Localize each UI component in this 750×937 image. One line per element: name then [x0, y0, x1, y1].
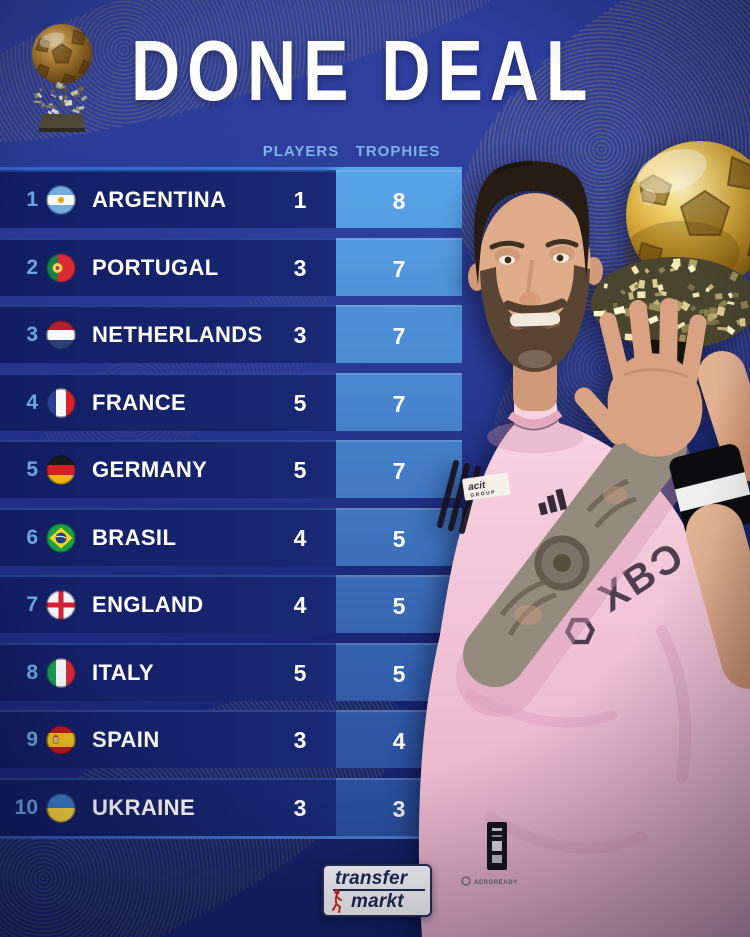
table-row: 2 PORTUGAL 3 7: [0, 237, 462, 296]
rank-number: 5: [26, 458, 38, 481]
country-name: ARGENTINA: [92, 187, 227, 212]
country-name: PORTUGAL: [92, 254, 219, 280]
country-name: ENGLAND: [92, 592, 204, 617]
country-flag-icon: [46, 522, 76, 553]
table-row: 1 ARGENTINA 1 8: [0, 170, 462, 228]
transfermarkt-player-icon: [332, 889, 342, 914]
country-flag-icon: [46, 455, 76, 485]
players-count: 1: [293, 187, 307, 213]
country-name: ITALY: [92, 659, 154, 685]
ballon-dor-trophy-icon: [32, 24, 92, 132]
table-row: 6 BRASIL 4 5: [0, 507, 462, 566]
country-flag-icon: [46, 252, 76, 283]
transfermarkt-logo-line2: markt: [351, 891, 404, 913]
country-name: SPAIN: [92, 727, 160, 752]
players-count: 5: [293, 389, 307, 416]
table-row: 3 NETHERLANDS 3 7: [0, 305, 462, 363]
rank-number: 1: [26, 188, 38, 211]
players-count: 3: [293, 727, 307, 753]
transfermarkt-logo: transfer markt: [322, 864, 432, 917]
players-count: 3: [293, 794, 307, 821]
rank-number: 8: [26, 660, 38, 684]
table-row: 4 FRANCE 5 7: [0, 372, 462, 431]
country-flag-icon: [46, 320, 76, 350]
table-bottom-divider: [0, 836, 462, 839]
messi-head: [468, 160, 603, 411]
table-row: 10 UKRAINE 3 3: [0, 777, 462, 836]
country-name: GERMANY: [92, 457, 208, 482]
table-row: 7 ENGLAND 4 5: [0, 575, 462, 633]
players-count: 5: [293, 457, 307, 483]
players-count: 4: [293, 524, 307, 551]
ranking-table: 1 ARGENTINA 1 8 2 PORTUGAL 3 7 3: [0, 170, 462, 845]
upper-arm: [698, 351, 750, 481]
rank-number: 4: [26, 390, 38, 414]
country-name: UKRAINE: [92, 794, 196, 820]
rank-number: 7: [26, 593, 38, 616]
country-flag-icon: [46, 792, 76, 823]
players-count: 5: [293, 659, 307, 686]
country-flag-icon: [46, 725, 76, 755]
rank-number: 10: [14, 795, 38, 819]
table-row: 8 ITALY 5 5: [0, 642, 462, 701]
trophy-base-sparkles: [33, 81, 88, 118]
messi-photo: acit GROUP XBƆ AEROREADY: [418, 141, 750, 937]
rank-number: 2: [26, 255, 38, 279]
table-row: 9 SPAIN 3 4: [0, 710, 462, 768]
aeroready-text: AEROREADY: [474, 880, 518, 886]
players-count: 3: [293, 322, 307, 348]
forearm: [686, 504, 750, 689]
country-name: NETHERLANDS: [92, 322, 263, 347]
players-count: 4: [293, 592, 307, 618]
transfermarkt-logo-line1: transfer: [335, 868, 408, 889]
rank-number: 9: [26, 728, 38, 751]
country-flag-icon: [46, 185, 76, 215]
rank-number: 3: [26, 323, 38, 346]
players-count: 3: [293, 254, 307, 281]
country-flag-icon: [46, 657, 76, 688]
country-flag-icon: [46, 590, 76, 620]
country-flag-icon: [46, 387, 76, 418]
country-name: FRANCE: [92, 389, 187, 415]
rank-number: 6: [26, 525, 38, 549]
country-name: BRASIL: [92, 524, 177, 550]
table-row: 5 GERMANY 5 7: [0, 440, 462, 498]
